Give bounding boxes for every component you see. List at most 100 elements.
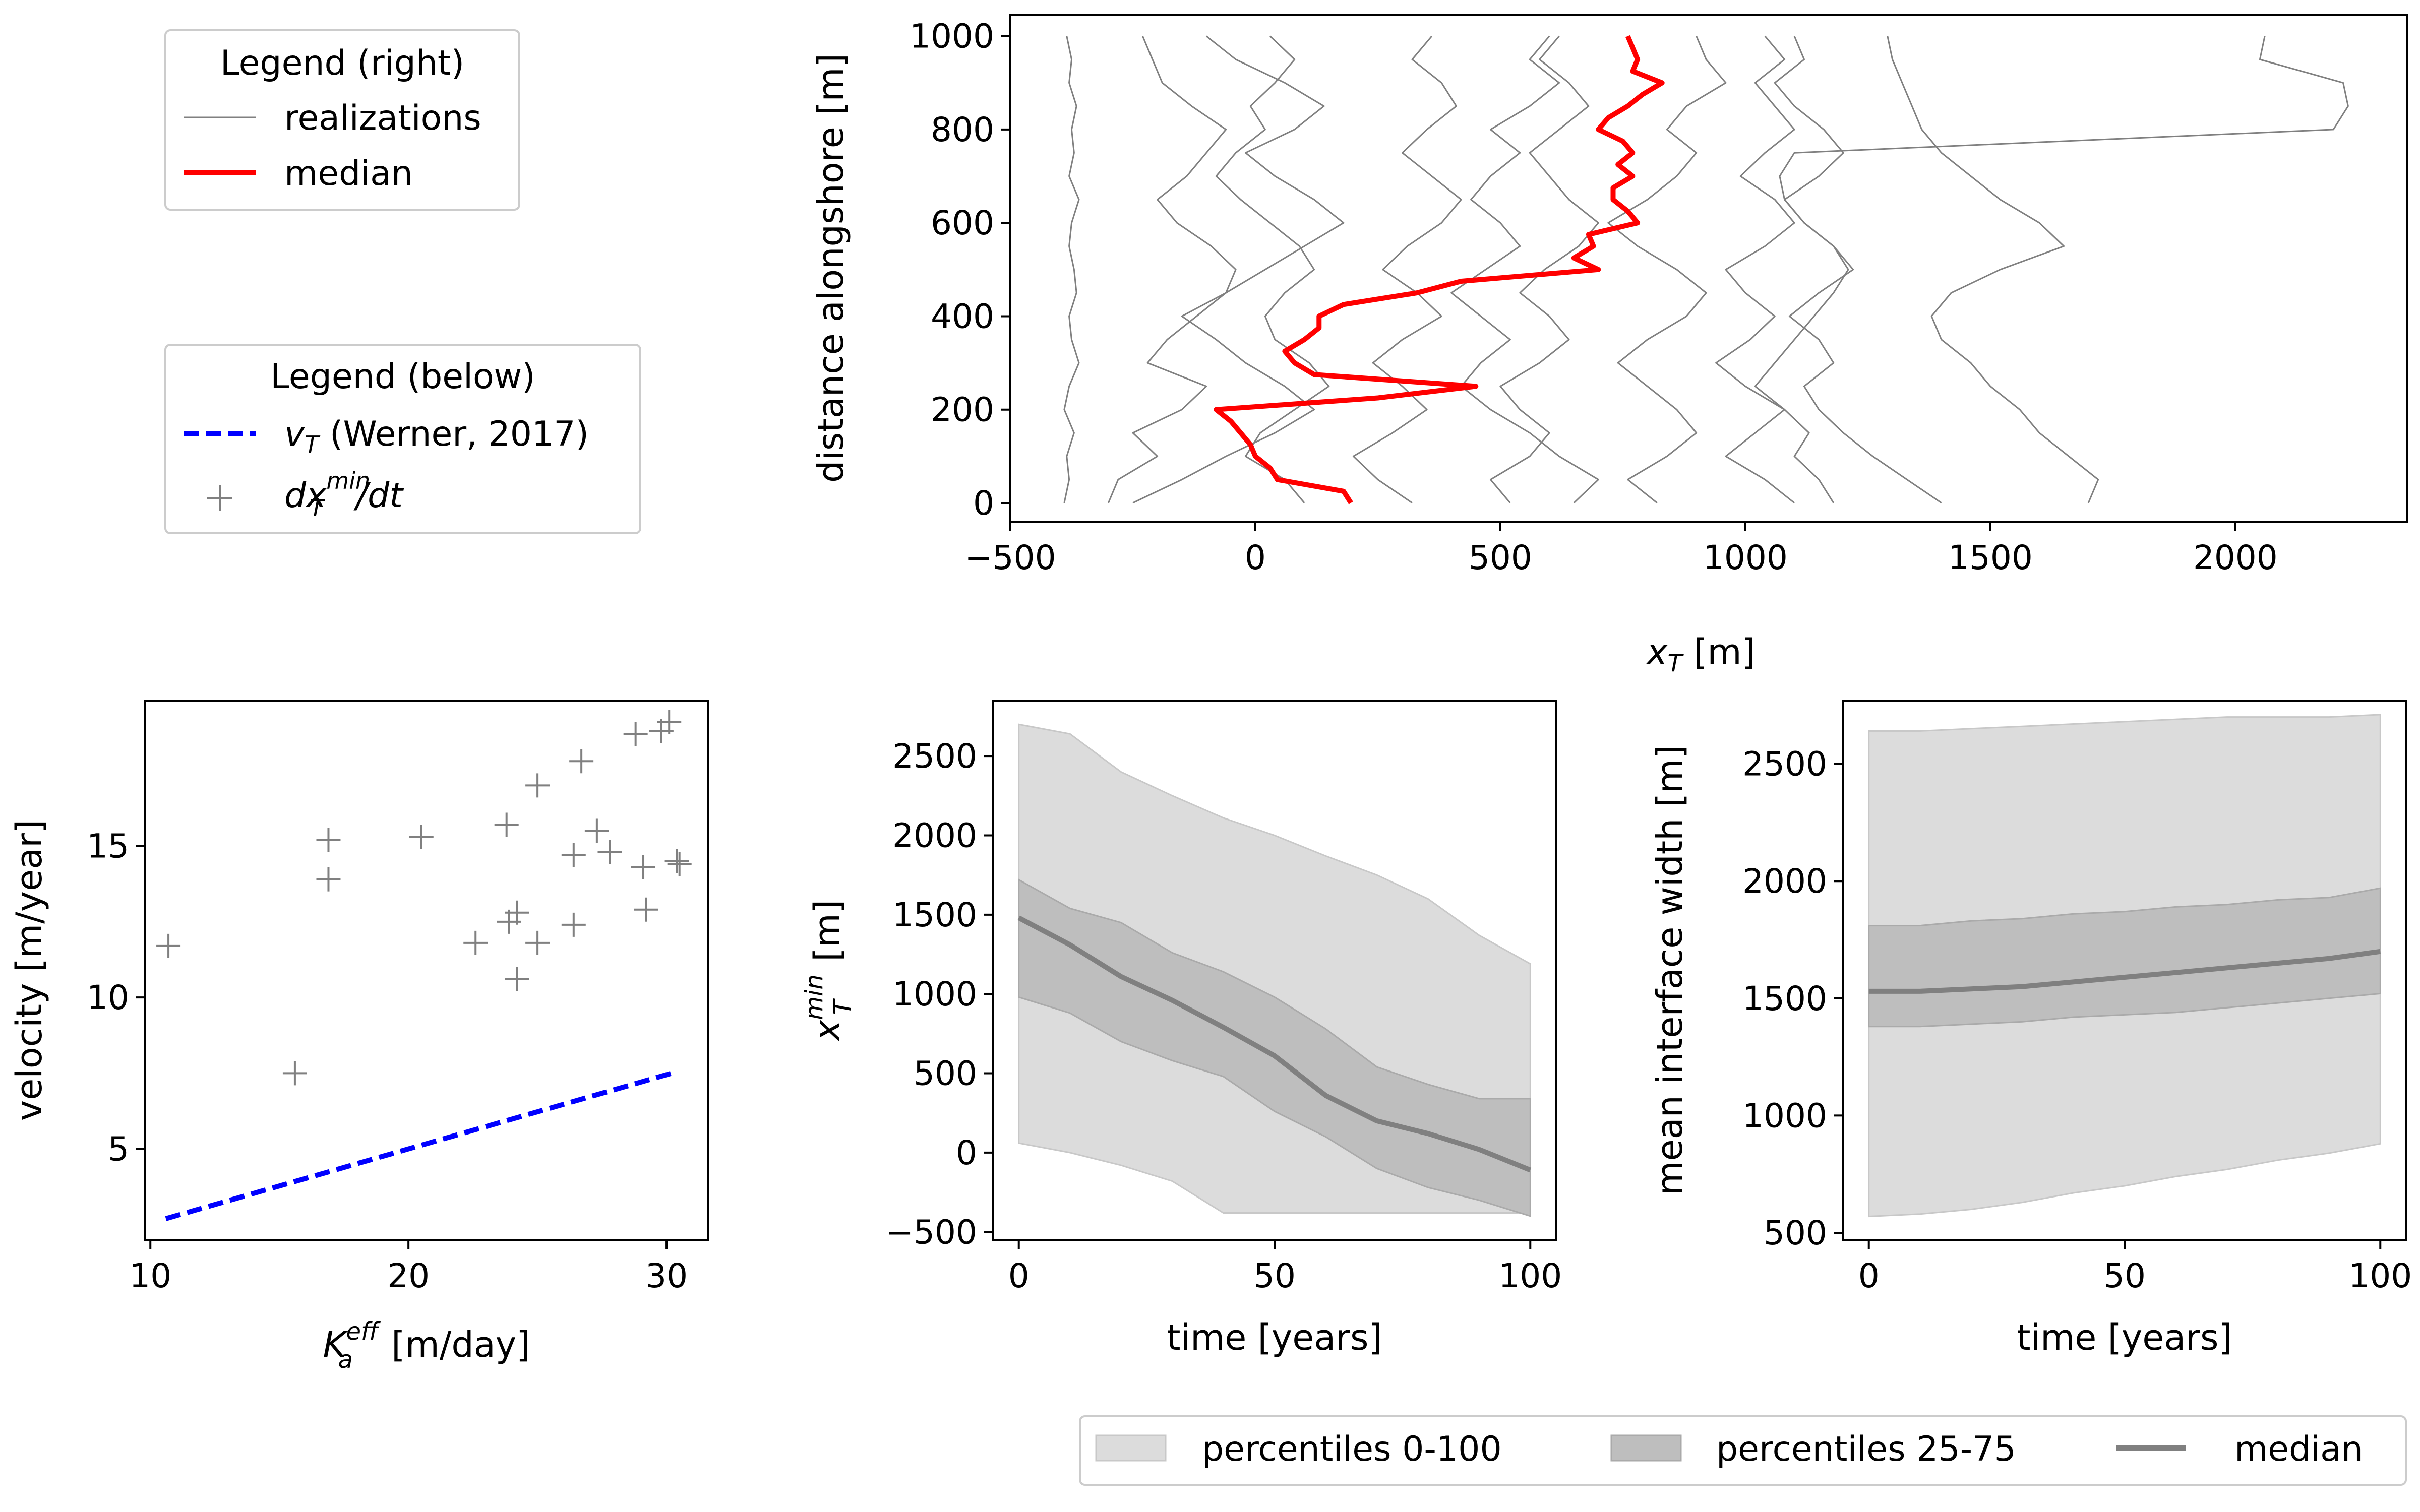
scatter-point <box>561 912 586 937</box>
scatter-point <box>597 840 622 864</box>
scatter-point <box>657 710 682 734</box>
scatter-point <box>494 812 519 837</box>
x-tick-label: 1000 <box>1703 538 1788 577</box>
scatter-point <box>525 773 550 798</box>
x-tick-label: 100 <box>2348 1256 2412 1295</box>
scatter-point <box>316 867 341 892</box>
y-tick-label: 2500 <box>1742 745 1827 784</box>
x-tick-label: 0 <box>1858 1256 1880 1295</box>
scatter-point <box>561 843 586 867</box>
x-tick-label: 30 <box>645 1256 688 1295</box>
chart-xtmin: 0 50 100 −500 0 500 1000 1500 2000 2500 time [yea… <box>800 700 1562 1358</box>
chart-width: 0 50 100 500 1000 1500 2000 2500 time [years] m… <box>1649 700 2412 1358</box>
realization-line <box>1607 36 1727 504</box>
realization-line <box>1887 36 2099 503</box>
realization-line <box>1450 35 1599 503</box>
y-tick-label: 0 <box>973 484 994 523</box>
y-tick-label: 800 <box>931 110 994 149</box>
y-tick-label: 0 <box>956 1133 977 1172</box>
scatter-point <box>463 930 488 955</box>
legend-right-title: Legend (right) <box>220 43 464 83</box>
scatter-point <box>634 897 658 922</box>
y-axis-label: mean interface width [m] <box>1649 745 1690 1195</box>
realization-line <box>1132 35 1345 504</box>
x-tick-label: 20 <box>387 1256 430 1295</box>
realization-line <box>1754 36 2349 503</box>
legend-werner-label: vT (Werner, 2017) <box>284 414 589 458</box>
y-axis-label: distance alongshore [m] <box>810 53 852 483</box>
x-axis-label: time [years] <box>1167 1317 1382 1358</box>
scatter-point <box>505 900 529 925</box>
legend-bottom-swatch-0 <box>1095 1434 1167 1462</box>
y-tick-label: 2000 <box>1742 862 1827 901</box>
x-tick-label: 100 <box>1498 1256 1562 1295</box>
legend-median-label: median <box>284 154 413 194</box>
y-tick-label: 200 <box>931 391 994 429</box>
x-axis-label: xT [m] <box>1646 632 1756 677</box>
y-axis-label: velocity [m/year] <box>9 820 50 1121</box>
median-line <box>1017 915 1532 1173</box>
median-line <box>1214 35 1665 505</box>
y-tick-label: 500 <box>1764 1214 1827 1252</box>
scatter-point <box>664 849 689 873</box>
scatter-point <box>505 967 529 992</box>
x-tick-label: 10 <box>129 1256 171 1295</box>
y-tick-label: 600 <box>931 204 994 242</box>
x-axis-label: time [years] <box>2017 1317 2232 1358</box>
legend-right: Legend (right) realizations median <box>164 29 520 211</box>
chart-realizations: −500 0 500 1000 1500 2000 0 200 400 600 800 1000 xT… <box>810 14 2408 677</box>
x-tick-label: 50 <box>2103 1256 2146 1295</box>
y-tick-label: 5 <box>108 1130 129 1169</box>
y-tick-label: 500 <box>914 1054 977 1093</box>
realization-line <box>1774 36 1942 504</box>
legend-bottom: percentiles 0-100 percentiles 25-75 medi… <box>1079 1415 2407 1486</box>
realization-line <box>1352 35 1462 504</box>
y-tick-label: 2500 <box>892 737 977 776</box>
scatter-point <box>316 828 341 852</box>
y-tick-label: −500 <box>886 1213 977 1251</box>
legend-below: Legend (below) vT (Werner, 2017) dxmin T /… <box>164 344 641 534</box>
legend-plus-swatch <box>207 485 232 511</box>
legend-dxdt-label: dxmin T/dt <box>284 467 404 522</box>
y-tick-label: 2000 <box>892 816 977 855</box>
y-tick-label: 1500 <box>1742 979 1827 1018</box>
realization-line <box>1490 35 1599 503</box>
y-tick-label: 1500 <box>892 896 977 934</box>
x-tick-label: 1500 <box>1948 538 2033 577</box>
legend-bottom-swatch-1 <box>1610 1434 1682 1462</box>
y-tick-label: 1000 <box>1742 1096 1827 1135</box>
y-tick-label: 1000 <box>892 975 977 1014</box>
legend-realizations-label: realizations <box>284 98 481 138</box>
x-tick-label: 50 <box>1253 1256 1296 1295</box>
scatter-point <box>623 722 648 746</box>
y-axis-label: xminT [m] <box>800 900 857 1042</box>
y-tick-label: 10 <box>87 978 129 1017</box>
scatter-point <box>409 825 434 849</box>
realization-line <box>1215 35 1330 503</box>
scatter-point <box>282 1061 307 1086</box>
band-25-75 <box>1018 878 1531 1217</box>
scatter-point <box>631 855 656 879</box>
y-tick-label: 15 <box>87 827 129 866</box>
legend-bottom-label-0: percentiles 0-100 <box>1202 1429 1502 1469</box>
x-tick-label: −500 <box>964 538 1056 577</box>
realization-line <box>1063 36 1080 503</box>
scatter-point <box>667 852 692 876</box>
realization-line <box>1715 35 1795 504</box>
legend-bottom-label-2: median <box>2234 1429 2363 1469</box>
x-tick-label: 500 <box>1469 538 1532 577</box>
chart-velocity: 10 20 30 5 10 15 Keff a [m/day] velocity [m/ye… <box>9 700 709 1374</box>
realization-line <box>1108 36 1237 503</box>
legend-below-title: Legend (below) <box>270 357 535 397</box>
x-axis-label: Keff a [m/day] <box>323 1317 530 1374</box>
legend-bottom-label-1: percentiles 25-75 <box>1716 1429 2016 1469</box>
x-tick-label: 0 <box>1008 1256 1030 1295</box>
scatter-point <box>584 818 609 843</box>
y-tick-label: 1000 <box>910 17 994 56</box>
plot-frame <box>144 700 709 1241</box>
y-tick-label: 400 <box>931 297 994 336</box>
x-tick-label: 0 <box>1245 538 1266 577</box>
median-line <box>1868 949 2381 994</box>
scatter-point <box>525 930 550 955</box>
